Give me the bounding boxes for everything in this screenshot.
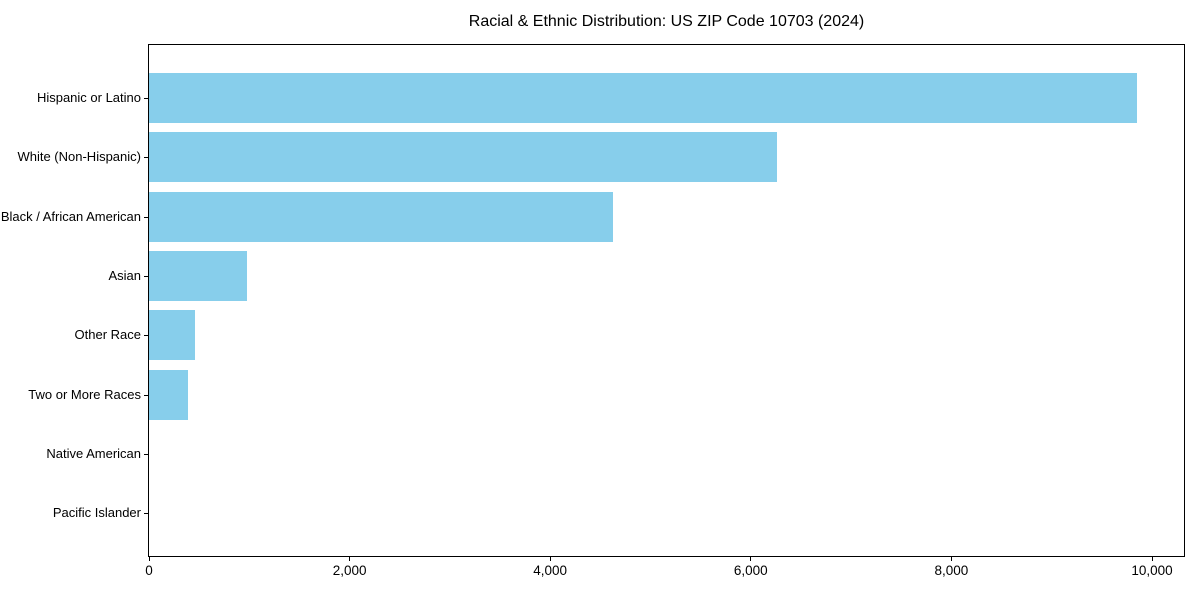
y-tick-mark	[144, 98, 148, 99]
y-tick-mark	[144, 513, 148, 514]
ytick-label-other-race: Other Race	[74, 327, 141, 343]
x-tick-mark	[750, 557, 752, 561]
bar-two-or-more-races	[149, 369, 189, 420]
xtick-label-4000: 4,000	[533, 563, 568, 578]
ytick-label-pacific-islander: Pacific Islander	[52, 505, 141, 521]
xtick-label-6000: 6,000	[733, 563, 768, 578]
xtick-label-10000: 10,000	[1131, 563, 1173, 578]
bar-hispanic-or-latino	[149, 73, 1137, 123]
x-tick-mark	[1151, 557, 1153, 561]
bar-black-african-american	[149, 191, 614, 242]
xtick-label-2000: 2,000	[332, 563, 367, 578]
x-tick-mark	[148, 557, 150, 561]
y-tick-mark	[144, 217, 148, 218]
ytick-label-two-or-more-races: Two or More Races	[28, 386, 141, 402]
bar-asian	[149, 250, 248, 301]
chart-title: Racial & Ethnic Distribution: US ZIP Cod…	[468, 13, 865, 30]
y-tick-mark	[144, 335, 148, 336]
ytick-label-white-non-hispanic: White (Non-Hispanic)	[17, 149, 141, 165]
xtick-label-0: 0	[145, 563, 153, 578]
xtick-label-8000: 8,000	[934, 563, 969, 578]
y-tick-mark	[144, 395, 148, 396]
x-tick-mark	[349, 557, 351, 561]
y-tick-mark	[144, 454, 148, 455]
ytick-label-native-american: Native American	[46, 445, 141, 461]
plot-area	[148, 44, 1185, 557]
bar-white-non-hispanic	[149, 132, 777, 183]
x-tick-mark	[950, 557, 952, 561]
ytick-label-black-african-american: Black / African American	[0, 208, 141, 224]
ytick-label-asian: Asian	[108, 267, 141, 283]
ytick-label-hispanic-or-latino: Hispanic or Latino	[36, 90, 141, 105]
y-tick-mark	[144, 157, 148, 158]
bar-other-race	[149, 310, 195, 361]
y-tick-mark	[144, 276, 148, 277]
x-tick-mark	[549, 557, 551, 561]
